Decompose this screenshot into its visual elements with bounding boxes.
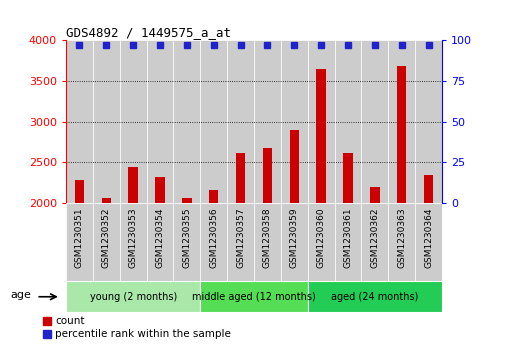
Text: GSM1230357: GSM1230357: [236, 207, 245, 268]
Text: GSM1230353: GSM1230353: [129, 207, 138, 268]
Text: GSM1230359: GSM1230359: [290, 207, 299, 268]
Text: GSM1230352: GSM1230352: [102, 207, 111, 268]
Bar: [66, 203, 93, 281]
Bar: [388, 40, 415, 203]
Bar: [66, 281, 200, 312]
Legend: count, percentile rank within the sample: count, percentile rank within the sample: [41, 312, 235, 344]
Bar: [200, 203, 227, 281]
Bar: [281, 40, 308, 203]
Bar: [361, 40, 388, 203]
Text: aged (24 months): aged (24 months): [331, 292, 419, 302]
Bar: [263, 148, 272, 203]
Bar: [75, 180, 84, 203]
Text: GSM1230363: GSM1230363: [397, 207, 406, 268]
Text: young (2 months): young (2 months): [89, 292, 177, 302]
Text: GSM1230364: GSM1230364: [424, 207, 433, 268]
Bar: [173, 40, 200, 203]
Text: GSM1230356: GSM1230356: [209, 207, 218, 268]
Bar: [308, 203, 335, 281]
Bar: [290, 130, 299, 203]
Text: GSM1230361: GSM1230361: [343, 207, 353, 268]
Bar: [66, 40, 93, 203]
Bar: [236, 154, 245, 203]
Text: GSM1230362: GSM1230362: [370, 207, 379, 268]
Bar: [209, 190, 218, 203]
Bar: [147, 203, 173, 281]
Text: GSM1230351: GSM1230351: [75, 207, 84, 268]
Text: GSM1230355: GSM1230355: [182, 207, 192, 268]
Bar: [254, 203, 281, 281]
Bar: [93, 40, 120, 203]
Bar: [343, 152, 353, 203]
Bar: [397, 66, 406, 203]
Bar: [120, 40, 147, 203]
Text: age: age: [10, 290, 31, 300]
Bar: [308, 40, 335, 203]
Bar: [308, 281, 442, 312]
Text: GSM1230358: GSM1230358: [263, 207, 272, 268]
Bar: [155, 177, 165, 203]
Bar: [415, 40, 442, 203]
Text: GSM1230360: GSM1230360: [316, 207, 326, 268]
Text: middle aged (12 months): middle aged (12 months): [192, 292, 316, 302]
Bar: [102, 198, 111, 203]
Bar: [227, 203, 254, 281]
Bar: [147, 40, 173, 203]
Bar: [173, 203, 200, 281]
Bar: [200, 281, 308, 312]
Bar: [316, 69, 326, 203]
Bar: [415, 203, 442, 281]
Text: GDS4892 / 1449575_a_at: GDS4892 / 1449575_a_at: [66, 26, 231, 39]
Bar: [361, 203, 388, 281]
Bar: [388, 203, 415, 281]
Bar: [227, 40, 254, 203]
Bar: [129, 167, 138, 203]
Bar: [370, 187, 379, 203]
Bar: [335, 40, 361, 203]
Bar: [200, 40, 227, 203]
Bar: [182, 198, 192, 203]
Bar: [120, 203, 147, 281]
Bar: [281, 203, 308, 281]
Bar: [335, 203, 361, 281]
Bar: [93, 203, 120, 281]
Bar: [424, 175, 433, 203]
Text: GSM1230354: GSM1230354: [155, 207, 165, 268]
Bar: [254, 40, 281, 203]
